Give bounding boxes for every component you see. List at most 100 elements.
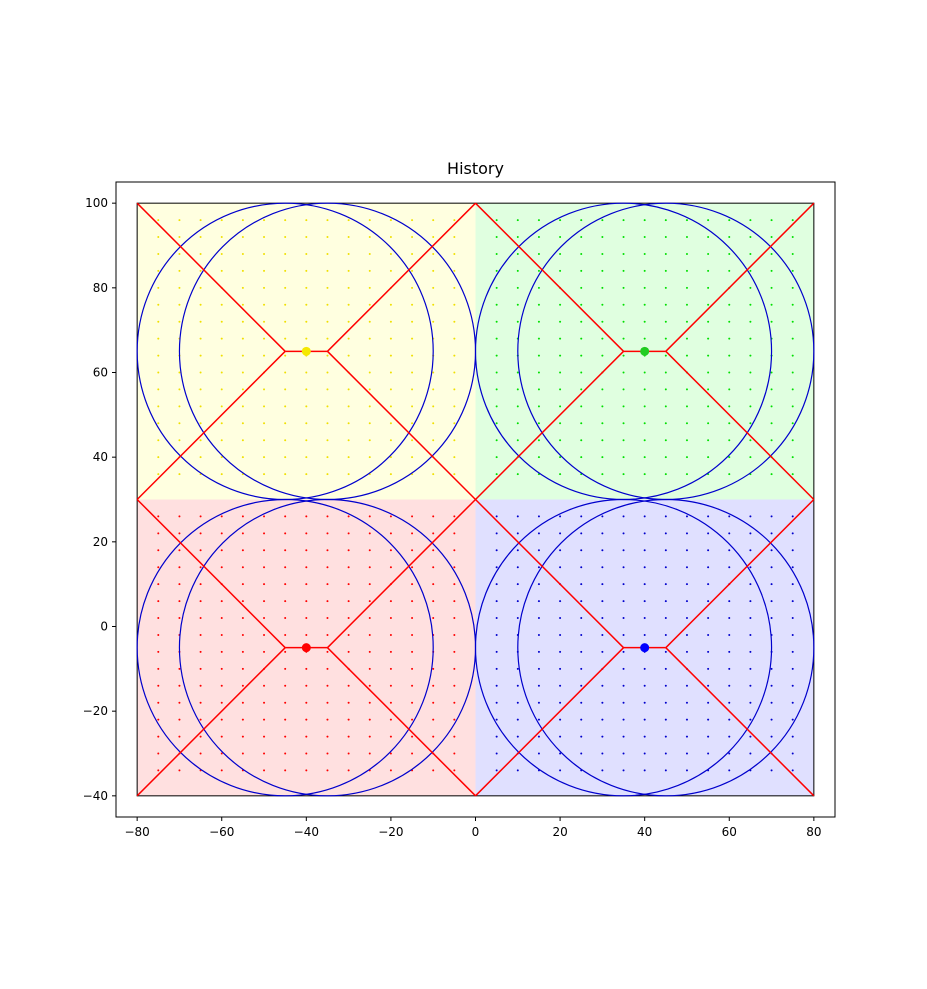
- grid-dot: [368, 320, 371, 323]
- grid-dot: [241, 337, 244, 340]
- grid-dot: [389, 532, 392, 535]
- grid-dot: [241, 735, 244, 738]
- grid-dot: [643, 269, 646, 272]
- grid-dot: [305, 303, 308, 306]
- grid-dot: [559, 600, 562, 603]
- grid-dot: [707, 735, 710, 738]
- grid-dot: [516, 617, 519, 620]
- grid-dot: [432, 388, 435, 391]
- grid-dot: [685, 752, 688, 755]
- grid-dot: [389, 456, 392, 459]
- grid-dot: [791, 269, 794, 272]
- grid-dot: [580, 303, 583, 306]
- grid-dot: [601, 236, 604, 239]
- grid-dot: [495, 354, 498, 357]
- grid-dot: [580, 617, 583, 620]
- grid-dot: [791, 718, 794, 721]
- grid-dot: [178, 320, 181, 323]
- grid-dot: [347, 456, 350, 459]
- grid-dot: [157, 735, 160, 738]
- grid-dot: [770, 388, 773, 391]
- grid-dot: [157, 684, 160, 687]
- grid-dot: [791, 769, 794, 772]
- grid-dot: [220, 701, 223, 704]
- grid-dot: [495, 515, 498, 518]
- grid-dot: [516, 422, 519, 425]
- grid-dot: [305, 219, 308, 222]
- grid-dot: [220, 337, 223, 340]
- grid-dot: [411, 667, 414, 670]
- grid-dot: [601, 473, 604, 476]
- grid-dot: [432, 236, 435, 239]
- grid-dot: [453, 269, 456, 272]
- grid-dot: [601, 219, 604, 222]
- grid-dot: [537, 718, 540, 721]
- grid-dot: [199, 718, 202, 721]
- grid-dot: [178, 515, 181, 518]
- grid-dot: [326, 337, 329, 340]
- grid-dot: [559, 684, 562, 687]
- skeleton-line: [665, 647, 815, 797]
- grid-dot: [263, 684, 266, 687]
- grid-dot: [580, 269, 583, 272]
- grid-dot: [432, 684, 435, 687]
- grid-dot: [411, 337, 414, 340]
- grid-dot: [220, 633, 223, 636]
- grid-dot: [685, 219, 688, 222]
- circle: [517, 498, 815, 797]
- grid-dot: [241, 252, 244, 255]
- grid-dot: [178, 286, 181, 289]
- grid-dot: [220, 320, 223, 323]
- grid-dot: [749, 583, 752, 586]
- grid-dot: [368, 286, 371, 289]
- grid-dot: [199, 752, 202, 755]
- grid-dot: [495, 439, 498, 442]
- skeleton-line: [136, 350, 286, 501]
- grid-dot: [263, 566, 266, 569]
- grid-dot: [389, 701, 392, 704]
- grid-dot: [411, 269, 414, 272]
- grid-dot: [241, 566, 244, 569]
- grid-dot: [178, 701, 181, 704]
- grid-dot: [601, 566, 604, 569]
- grid-dot: [559, 473, 562, 476]
- grid-dot: [178, 473, 181, 476]
- grid-dot: [537, 422, 540, 425]
- grid-dot: [664, 473, 667, 476]
- grid-dot: [220, 371, 223, 374]
- grid-dot: [368, 667, 371, 670]
- grid-dot: [326, 769, 329, 772]
- grid-dot: [389, 473, 392, 476]
- grid-dot: [622, 735, 625, 738]
- grid-dot: [516, 549, 519, 552]
- grid-dot: [305, 684, 308, 687]
- grid-dot: [559, 566, 562, 569]
- grid-dot: [643, 337, 646, 340]
- grid-dot: [516, 718, 519, 721]
- circle: [474, 498, 773, 797]
- grid-dot: [347, 422, 350, 425]
- grid-dot: [643, 684, 646, 687]
- grid-dot: [453, 667, 456, 670]
- grid-dot: [728, 600, 731, 603]
- grid-dot: [284, 269, 287, 272]
- grid-dot: [537, 456, 540, 459]
- grid-dot: [559, 701, 562, 704]
- grid-dot: [263, 549, 266, 552]
- grid-dot: [728, 422, 731, 425]
- grid-dot: [495, 566, 498, 569]
- grid-dot: [516, 219, 519, 222]
- grid-dot: [728, 549, 731, 552]
- grid-dot: [199, 219, 202, 222]
- grid-dot: [728, 456, 731, 459]
- grid-dot: [389, 617, 392, 620]
- y-tick-label: −40: [83, 789, 108, 803]
- grid-dot: [284, 650, 287, 653]
- grid-dot: [368, 515, 371, 518]
- grid-dot: [770, 701, 773, 704]
- grid-dot: [537, 566, 540, 569]
- grid-dot: [664, 600, 667, 603]
- grid-dot: [389, 252, 392, 255]
- grid-dot: [537, 320, 540, 323]
- grid-dot: [749, 701, 752, 704]
